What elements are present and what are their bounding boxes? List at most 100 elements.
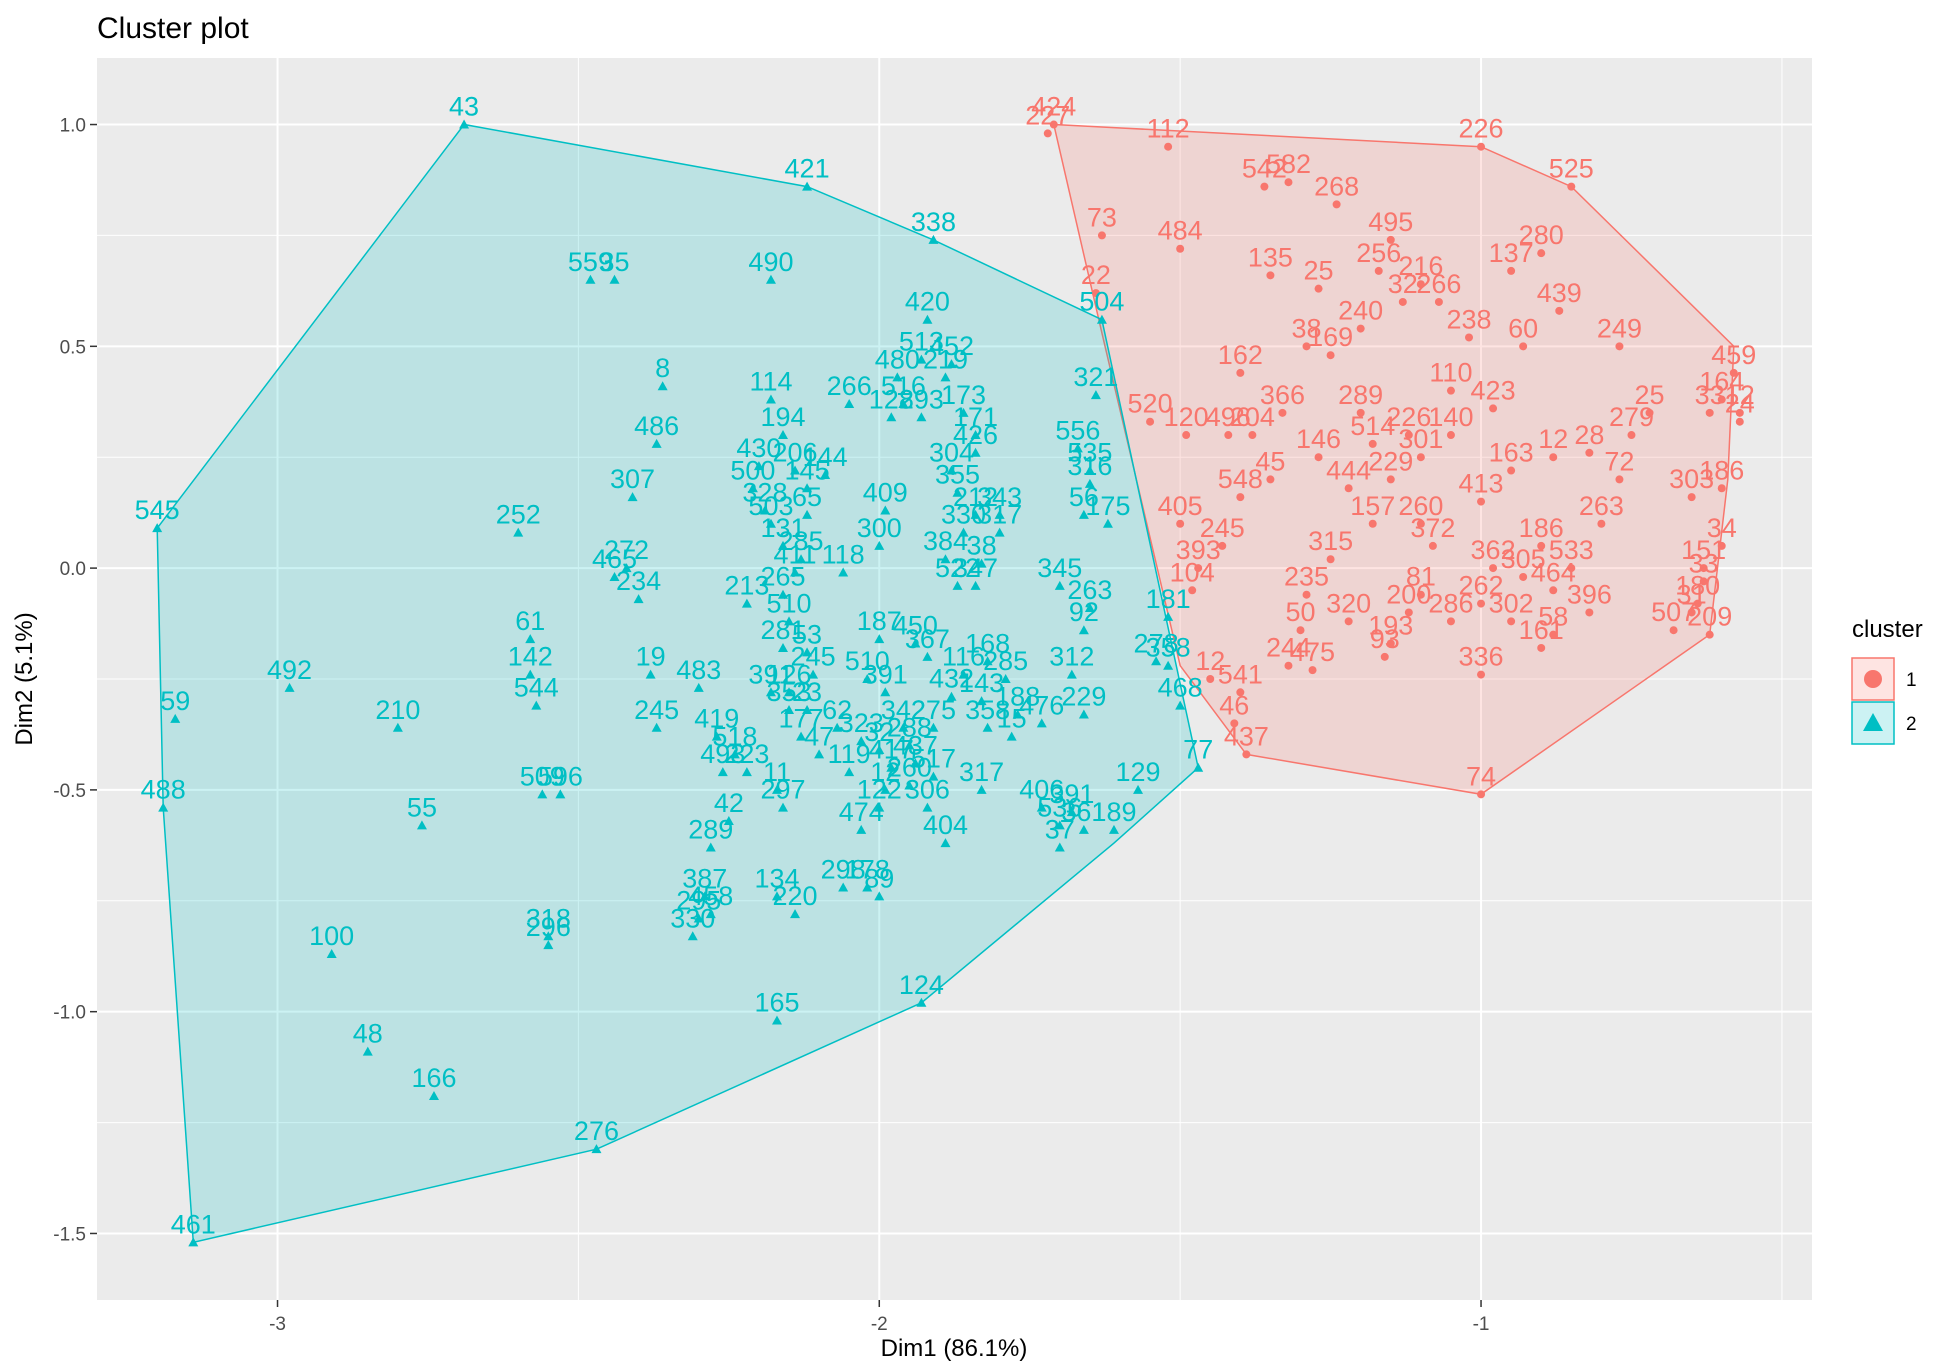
point-label: 12 (870, 757, 900, 787)
point-label: 480 (875, 344, 920, 374)
point-label: 437 (1224, 721, 1269, 751)
point-label: 545 (135, 495, 180, 525)
point-label: 338 (911, 207, 956, 237)
point-label: 548 (1218, 464, 1263, 494)
point-label: 15 (997, 704, 1027, 734)
point-cluster-2 (741, 767, 752, 777)
point-cluster-2 (802, 181, 813, 191)
point-cluster-2 (874, 802, 885, 812)
point-label: 77 (1183, 735, 1213, 765)
point-label: 234 (616, 566, 661, 596)
point-cluster-2 (428, 1090, 439, 1100)
point-label: 413 (1459, 469, 1504, 499)
point-label: 288 (887, 713, 932, 743)
point-cluster-1 (1585, 448, 1594, 457)
point-cluster-2 (802, 705, 813, 715)
point-cluster-2 (765, 274, 776, 284)
point-cluster-2 (1006, 731, 1017, 741)
point-cluster-2 (284, 682, 295, 692)
point-label: 31 (1677, 579, 1707, 609)
point-cluster-2 (1163, 611, 1174, 621)
point-label: 490 (748, 247, 793, 277)
point-label: 12 (1538, 424, 1568, 454)
point-label: 173 (941, 380, 986, 410)
point-cluster-2 (537, 789, 548, 799)
point-label: 293 (899, 384, 944, 414)
point-cluster-2 (723, 815, 734, 825)
point-cluster-2 (1012, 709, 1023, 719)
point-label: 396 (1567, 579, 1612, 609)
y-tick-label: 0.0 (60, 559, 86, 580)
point-label: 229 (1061, 681, 1106, 711)
point-cluster-1 (1386, 235, 1395, 244)
point-cluster-2 (771, 891, 782, 901)
point-cluster-1 (1344, 617, 1353, 626)
point-cluster-2 (1193, 762, 1204, 772)
point-label: 559 (568, 247, 613, 277)
point-cluster-1 (1356, 408, 1365, 417)
point-cluster-2 (970, 580, 981, 590)
point-cluster-2 (765, 518, 776, 528)
point-cluster-2 (1078, 709, 1089, 719)
point-label: 300 (857, 513, 902, 543)
point-cluster-2 (627, 492, 638, 502)
point-cluster-1 (1404, 608, 1413, 617)
point-cluster-2 (651, 438, 662, 448)
point-label: 194 (760, 402, 805, 432)
point-label: 143 (959, 668, 1004, 698)
point-label: 384 (923, 526, 968, 556)
point-cluster-1 (1705, 630, 1714, 639)
point-cluster-1 (1537, 643, 1546, 652)
point-cluster-2 (531, 700, 542, 710)
point-cluster-1 (1146, 417, 1155, 426)
point-label: 316 (1067, 451, 1112, 481)
point-label: 272 (604, 535, 649, 565)
point-cluster-2 (802, 509, 813, 519)
point-cluster-2 (940, 838, 951, 848)
point-label: 484 (1158, 216, 1203, 246)
point-label: 321 (1073, 362, 1118, 392)
point-label: 163 (1489, 438, 1534, 468)
point-cluster-2 (170, 713, 181, 723)
chart-title: Cluster plot (97, 12, 249, 45)
point-label: 312 (1049, 642, 1094, 672)
point-cluster-2 (994, 527, 1005, 537)
point-label: 372 (1410, 513, 1455, 543)
point-label: 120 (1164, 402, 1209, 432)
point-label: 496 (1206, 402, 1251, 432)
point-cluster-2 (416, 820, 427, 830)
point-label: 245 (634, 695, 679, 725)
point-label: 19 (636, 642, 666, 672)
point-label: 24 (1725, 389, 1755, 419)
point-cluster-2 (759, 505, 770, 515)
point-label: 166 (411, 1063, 456, 1093)
point-label: 411 (774, 540, 817, 570)
point-cluster-1 (1446, 617, 1455, 626)
point-label: 209 (1687, 602, 1732, 632)
point-label: 492 (267, 655, 312, 685)
point-cluster-2 (1084, 603, 1095, 613)
point-label: 193 (1368, 611, 1413, 641)
point-cluster-2 (880, 784, 891, 794)
point-label: 25 (1304, 256, 1334, 286)
point-label: 186 (1519, 513, 1564, 543)
point-cluster-1 (1043, 129, 1052, 138)
point-cluster-2 (771, 784, 782, 794)
point-label: 112 (1147, 114, 1190, 144)
point-label: 144 (803, 442, 848, 472)
x-tick-label: -2 (871, 1314, 888, 1335)
point-label: 439 (1537, 278, 1582, 308)
point-cluster-1 (1386, 639, 1395, 648)
x-tick-label: -3 (269, 1314, 286, 1335)
y-tick-label: -0.5 (53, 781, 86, 802)
point-label: 328 (742, 477, 787, 507)
x-axis-title: Dim1 (86.1%) (881, 1335, 1028, 1362)
point-cluster-2 (1133, 784, 1144, 794)
point-label: 286 (1428, 588, 1473, 618)
point-label: 32 (864, 717, 894, 747)
point-label: 189 (1091, 797, 1136, 827)
point-cluster-2 (916, 354, 927, 364)
point-label: 56 (1069, 482, 1099, 512)
point-cluster-2 (362, 1046, 373, 1056)
